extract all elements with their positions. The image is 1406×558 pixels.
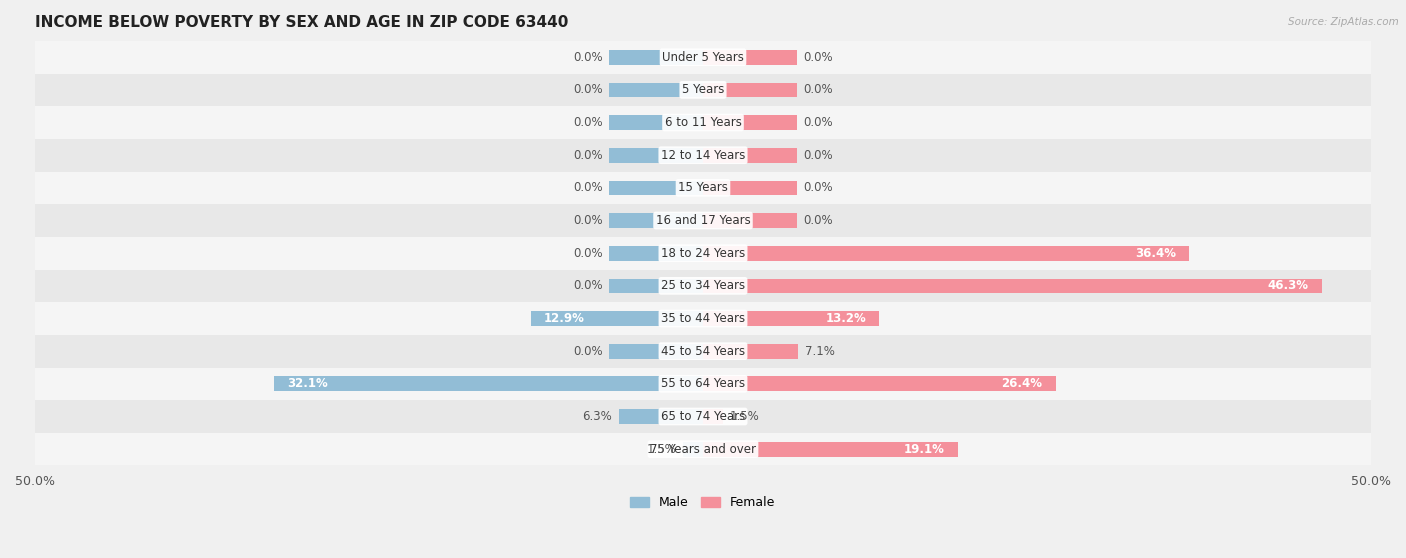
Bar xyxy=(703,148,797,162)
Text: 0.0%: 0.0% xyxy=(574,214,603,227)
Legend: Male, Female: Male, Female xyxy=(626,492,780,514)
Bar xyxy=(35,335,1371,368)
Text: Under 5 Years: Under 5 Years xyxy=(662,51,744,64)
Text: 26.4%: 26.4% xyxy=(1001,377,1042,391)
Bar xyxy=(35,302,1371,335)
Bar xyxy=(35,433,1371,465)
Bar xyxy=(703,278,1322,293)
Bar xyxy=(609,50,703,65)
Text: 0.0%: 0.0% xyxy=(574,148,603,162)
Text: 0.0%: 0.0% xyxy=(574,83,603,97)
Text: 6.3%: 6.3% xyxy=(582,410,612,423)
Bar xyxy=(703,377,1056,391)
Text: 45 to 54 Years: 45 to 54 Years xyxy=(661,345,745,358)
Bar xyxy=(35,171,1371,204)
Text: 6 to 11 Years: 6 to 11 Years xyxy=(665,116,741,129)
Bar xyxy=(35,41,1371,74)
Bar xyxy=(35,106,1371,139)
Bar xyxy=(609,115,703,130)
Bar xyxy=(530,311,703,326)
Text: 12.9%: 12.9% xyxy=(544,312,585,325)
Bar xyxy=(703,50,797,65)
Bar xyxy=(609,344,703,359)
Bar xyxy=(703,115,797,130)
Bar xyxy=(609,148,703,162)
Text: 15 Years: 15 Years xyxy=(678,181,728,194)
Text: 0.0%: 0.0% xyxy=(803,51,832,64)
Text: 0.0%: 0.0% xyxy=(803,214,832,227)
Text: 35 to 44 Years: 35 to 44 Years xyxy=(661,312,745,325)
Bar xyxy=(703,311,879,326)
Text: 18 to 24 Years: 18 to 24 Years xyxy=(661,247,745,259)
Bar xyxy=(609,246,703,261)
Bar xyxy=(35,368,1371,400)
Text: 16 and 17 Years: 16 and 17 Years xyxy=(655,214,751,227)
Text: Source: ZipAtlas.com: Source: ZipAtlas.com xyxy=(1288,17,1399,27)
Bar xyxy=(703,83,797,97)
Text: 0.0%: 0.0% xyxy=(803,148,832,162)
Bar xyxy=(703,442,957,456)
Text: 65 to 74 Years: 65 to 74 Years xyxy=(661,410,745,423)
Bar xyxy=(35,237,1371,270)
Bar xyxy=(703,246,1189,261)
Text: 0.0%: 0.0% xyxy=(803,116,832,129)
Text: 75 Years and over: 75 Years and over xyxy=(650,442,756,456)
Text: 55 to 64 Years: 55 to 64 Years xyxy=(661,377,745,391)
Text: 0.0%: 0.0% xyxy=(803,181,832,194)
Bar xyxy=(703,181,797,195)
Text: 32.1%: 32.1% xyxy=(287,377,328,391)
Bar xyxy=(619,409,703,424)
Bar xyxy=(703,409,723,424)
Text: 0.0%: 0.0% xyxy=(574,181,603,194)
Bar xyxy=(703,213,797,228)
Bar xyxy=(609,83,703,97)
Text: 0.0%: 0.0% xyxy=(574,116,603,129)
Text: 25 to 34 Years: 25 to 34 Years xyxy=(661,280,745,292)
Text: 46.3%: 46.3% xyxy=(1267,280,1308,292)
Text: 0.0%: 0.0% xyxy=(574,247,603,259)
Text: 0.0%: 0.0% xyxy=(574,51,603,64)
Bar xyxy=(274,377,703,391)
Text: 19.1%: 19.1% xyxy=(904,442,945,456)
Bar xyxy=(703,344,797,359)
Text: 5 Years: 5 Years xyxy=(682,83,724,97)
Text: 1.5%: 1.5% xyxy=(647,442,676,456)
Bar xyxy=(35,270,1371,302)
Bar xyxy=(609,278,703,293)
Text: 36.4%: 36.4% xyxy=(1135,247,1175,259)
Text: 13.2%: 13.2% xyxy=(825,312,866,325)
Text: 0.0%: 0.0% xyxy=(803,83,832,97)
Text: 0.0%: 0.0% xyxy=(574,345,603,358)
Bar xyxy=(35,400,1371,433)
Text: 7.1%: 7.1% xyxy=(804,345,834,358)
Bar xyxy=(609,213,703,228)
Text: 0.0%: 0.0% xyxy=(574,280,603,292)
Bar xyxy=(683,442,703,456)
Text: INCOME BELOW POVERTY BY SEX AND AGE IN ZIP CODE 63440: INCOME BELOW POVERTY BY SEX AND AGE IN Z… xyxy=(35,15,568,30)
Bar xyxy=(35,74,1371,106)
Text: 12 to 14 Years: 12 to 14 Years xyxy=(661,148,745,162)
Text: 1.5%: 1.5% xyxy=(730,410,759,423)
Bar xyxy=(609,181,703,195)
Bar xyxy=(35,139,1371,171)
Bar xyxy=(35,204,1371,237)
